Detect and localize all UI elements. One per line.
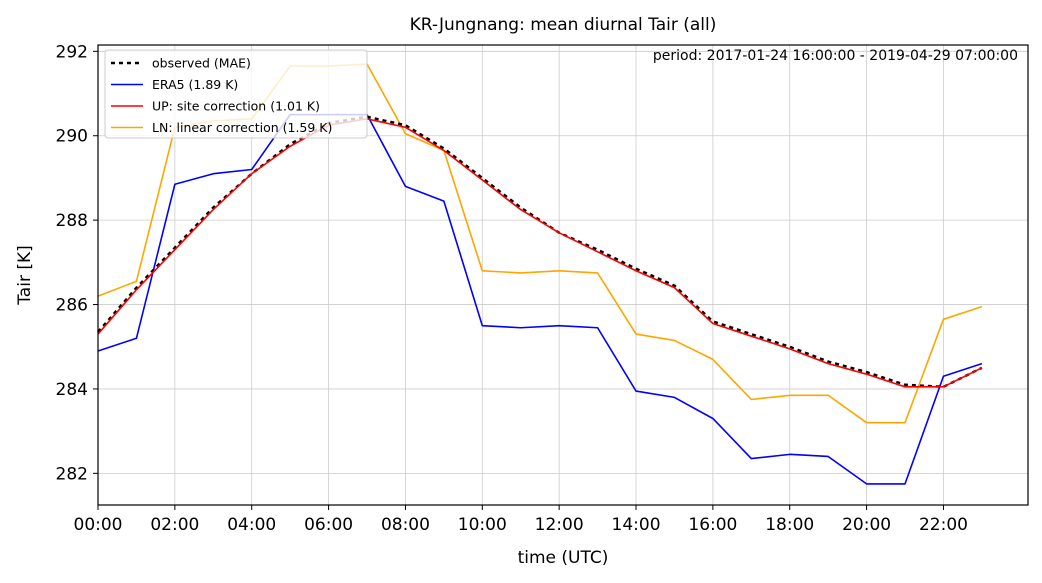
x-tick-label: 20:00 [842,515,891,535]
legend-label-3: LN: linear correction (1.59 K) [152,120,332,135]
x-tick-label: 02:00 [150,515,199,535]
legend-box [104,49,368,139]
ticks: 00:00 02:00 04:00 06:00 08:00 10:00 12:00 14:00… [56,42,968,535]
plot-frame [97,44,1029,506]
y-tick-label: 290 [56,127,88,147]
x-tick-label: 04:00 [227,515,276,535]
legend-label-1: ERA5 (1.89 K) [152,77,238,92]
period-annotation: period: 2017-01-24 16:00:00 - 2019-04-29… [653,48,1018,64]
x-tick-label: 16:00 [688,515,737,535]
y-tick-label: 286 [56,296,88,316]
y-tick-label: 292 [56,42,88,62]
x-tick-label: 06:00 [304,515,353,535]
x-tick-label: 18:00 [765,515,814,535]
x-axis-label: time (UTC) [518,548,609,568]
series-line-2 [97,118,983,388]
y-tick-label: 282 [56,464,88,484]
x-tick-label: 00:00 [74,515,123,535]
x-tick-label: 22:00 [919,515,968,535]
x-tick-label: 10:00 [458,515,507,535]
legend-label-2: UP: site correction (1.01 K) [152,99,320,114]
y-axis-label: Tair [K] [15,245,35,306]
x-tick-label: 12:00 [535,515,584,535]
series-line-1 [97,113,983,485]
chart-title: KR-Jungnang: mean diurnal Tair (all) [410,15,717,35]
legend-label-0: observed (MAE) [152,56,251,71]
y-tick-label: 284 [56,380,88,400]
x-tick-label: 08:00 [381,515,430,535]
x-tick-label: 14:00 [612,515,661,535]
legend: observed (MAE) ERA5 (1.89 K) UP: site corr… [104,49,368,139]
y-tick-label: 288 [56,211,88,231]
